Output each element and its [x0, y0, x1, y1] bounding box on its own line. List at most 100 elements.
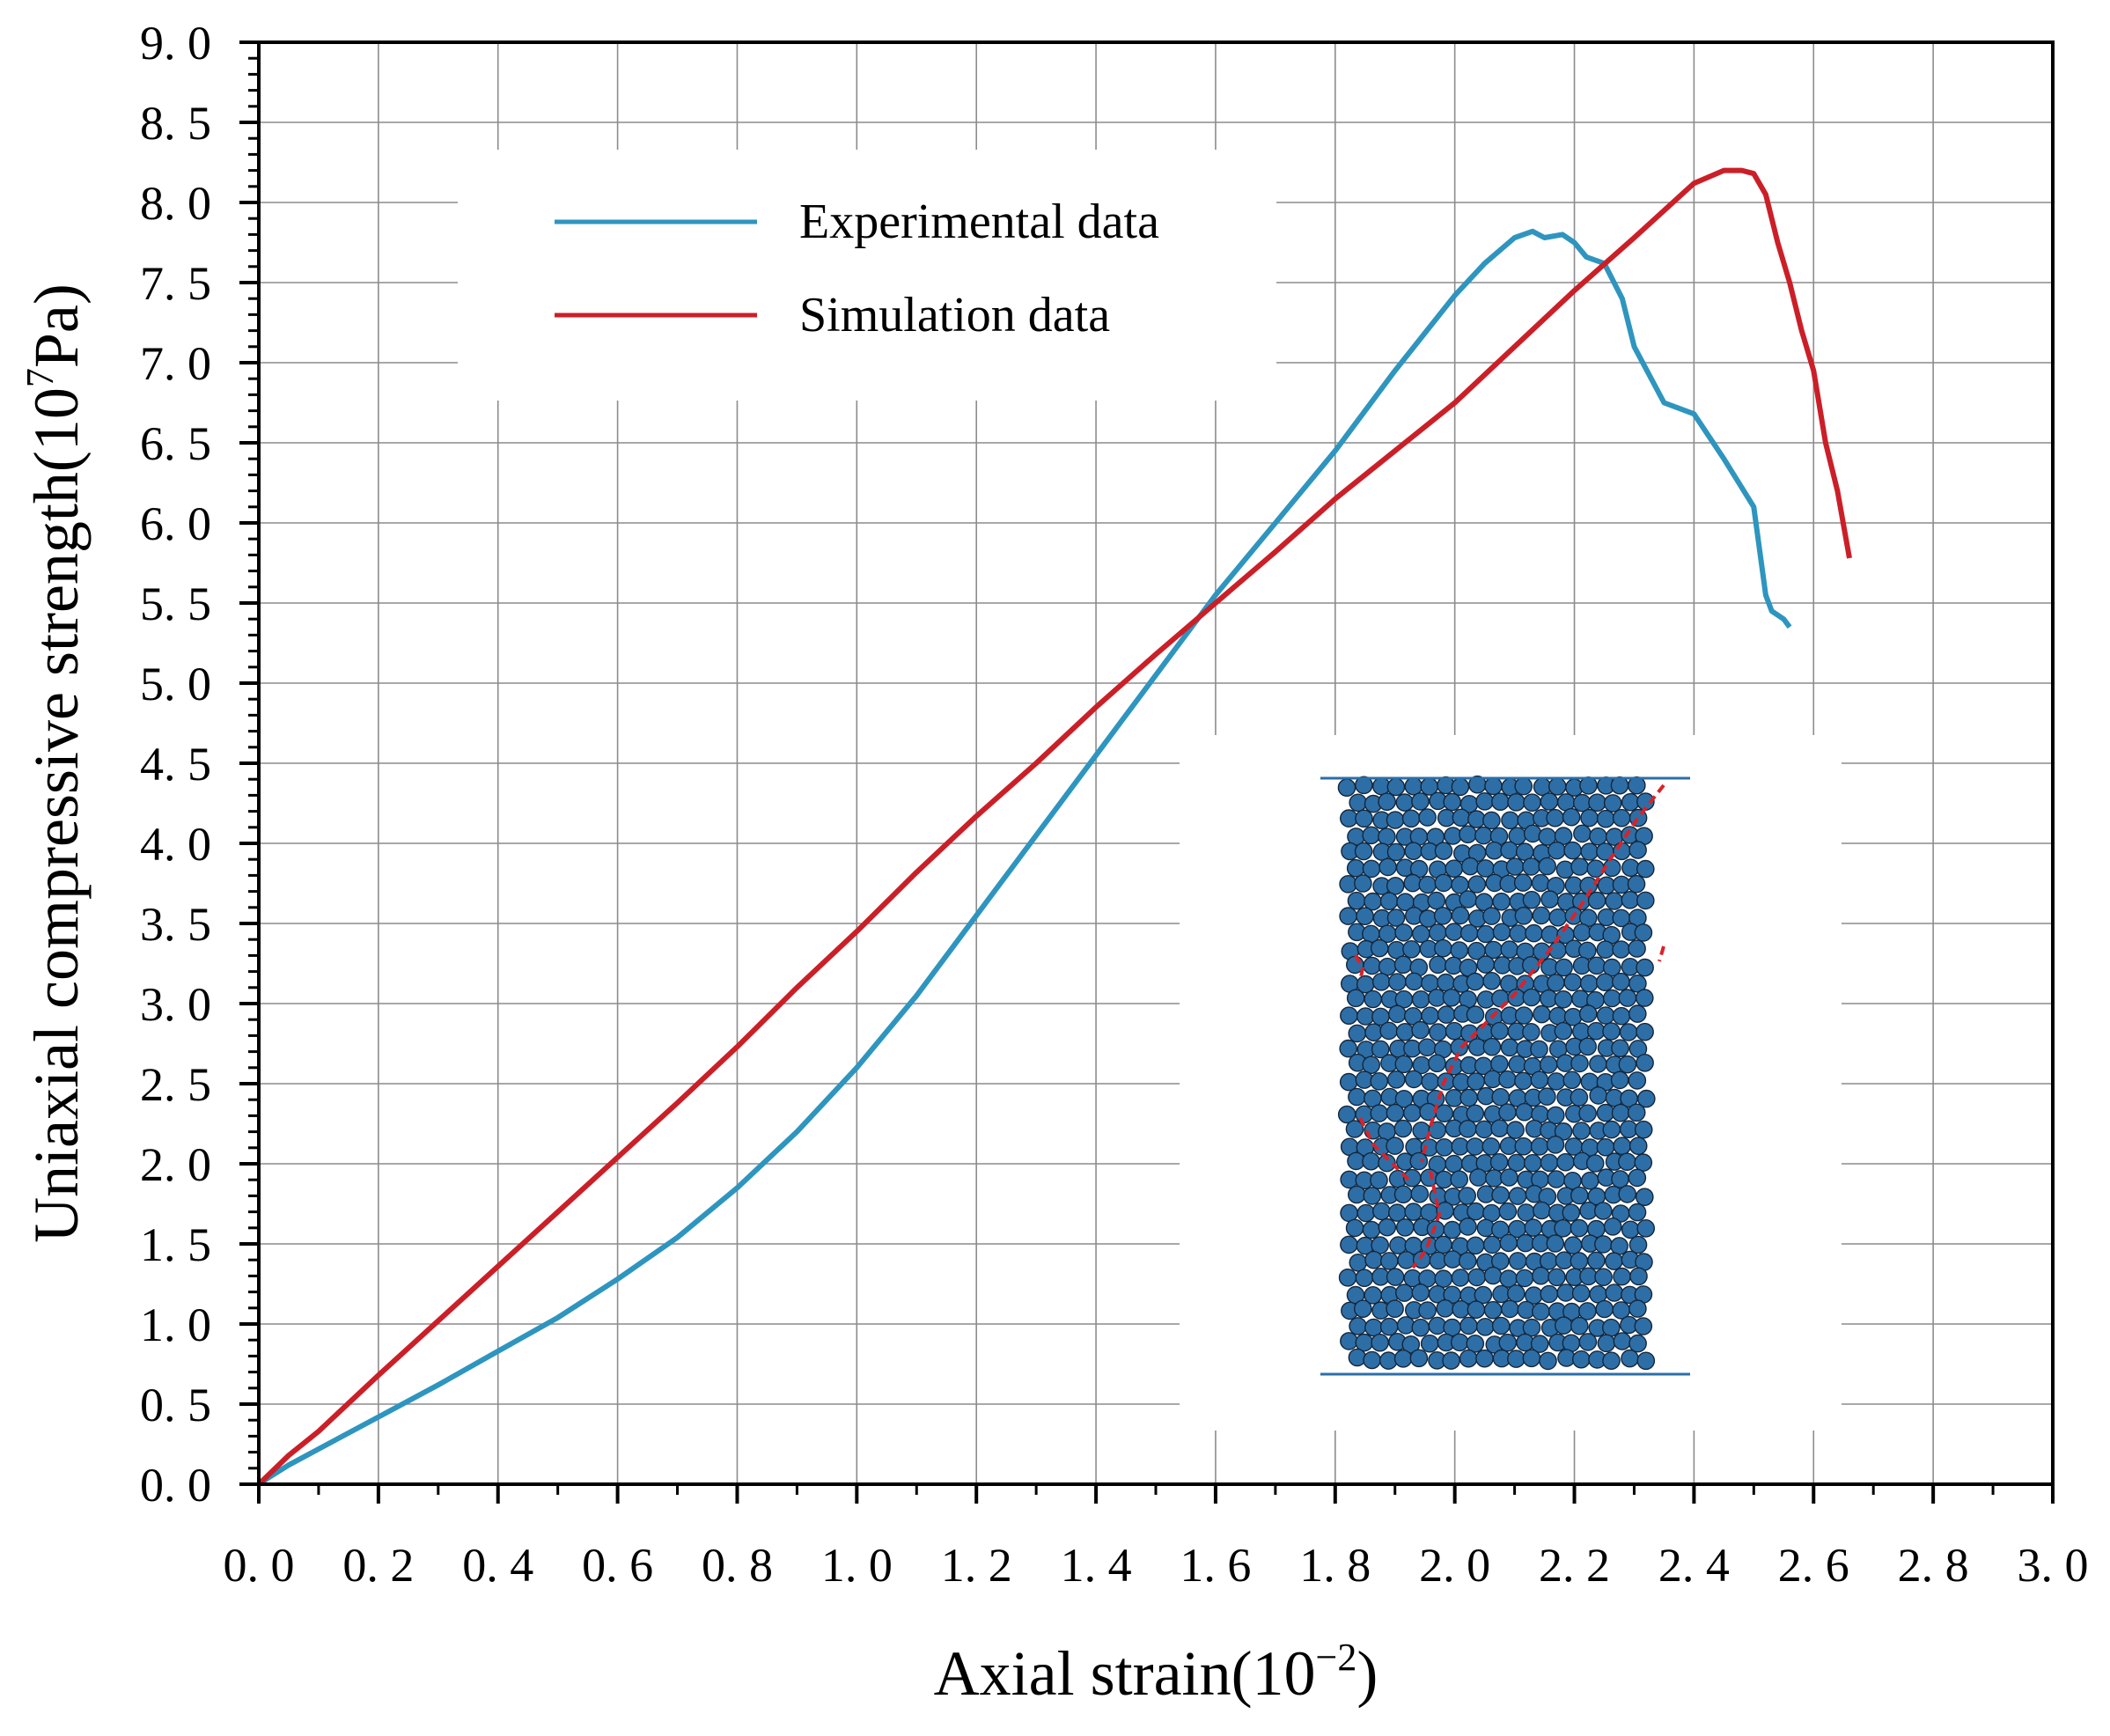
inset-particle [1594, 1235, 1613, 1254]
inset-particle [1411, 1318, 1430, 1337]
inset-particle [1612, 1006, 1631, 1026]
inset-particle [1579, 1267, 1598, 1286]
inset-particle [1628, 1299, 1647, 1318]
inset-particle [1570, 1088, 1589, 1107]
inset-particle [1434, 938, 1452, 958]
inset-particle [1523, 793, 1541, 813]
inset-particles [1337, 775, 1656, 1371]
inset-particle [1451, 777, 1470, 797]
inset-particle [1418, 875, 1437, 894]
inset-particle [1628, 1168, 1647, 1188]
inset-particle [1532, 906, 1551, 925]
x-tick-label: 1. 8 [1299, 1539, 1371, 1592]
inset-particle [1445, 1154, 1463, 1173]
inset-particle [1618, 1152, 1636, 1171]
inset-particle [1395, 1284, 1414, 1302]
inset-particle [1589, 1086, 1607, 1105]
inset-particle [1573, 793, 1592, 813]
inset-particle [1370, 1072, 1388, 1091]
inset-particle [1388, 1004, 1407, 1024]
inset-particle [1587, 891, 1606, 910]
inset-particle [1412, 924, 1430, 944]
inset-particle [1459, 1349, 1478, 1368]
inset-particle [1482, 972, 1501, 990]
inset-particle [1629, 1267, 1648, 1286]
inset-particle [1466, 972, 1485, 991]
inset-particle [1362, 1220, 1381, 1239]
inset-particle [1578, 1104, 1597, 1122]
inset-particle [1451, 1269, 1470, 1287]
inset-particle [1556, 1284, 1576, 1302]
inset-particle [1386, 811, 1405, 829]
inset-specimen-image [1180, 735, 1842, 1431]
inset-particle [1466, 1137, 1484, 1156]
inset-particle [1386, 1268, 1405, 1286]
inset-particle [1562, 807, 1581, 827]
inset-particle [1349, 1254, 1368, 1272]
inset-particle [1563, 1236, 1583, 1254]
inset-particle [1514, 907, 1533, 925]
inset-particle [1349, 793, 1367, 813]
inset-particle [1586, 859, 1606, 879]
x-tick-label: 2. 6 [1778, 1539, 1849, 1592]
inset-particle [1530, 1040, 1548, 1059]
inset-particle [1530, 1070, 1549, 1089]
x-tick-label: 0. 2 [342, 1539, 414, 1592]
series-simulation-line [259, 167, 1852, 1484]
inset-particle [1499, 1233, 1518, 1253]
inset-particle [1348, 1087, 1366, 1107]
inset-particle [1547, 1106, 1565, 1125]
inset-particle [1364, 1318, 1383, 1337]
inset-particle [1467, 875, 1487, 894]
inset-particle [1554, 1219, 1572, 1238]
inset-particle [1498, 1103, 1517, 1122]
inset-particle [1508, 1252, 1527, 1270]
inset-particle [1555, 1316, 1573, 1335]
inset-particle [1475, 1318, 1495, 1336]
inset-particle [1386, 908, 1406, 927]
inset-particle [1571, 1284, 1591, 1303]
y-tick-label: 5. 5 [140, 577, 211, 630]
inset-particle [1596, 1103, 1615, 1122]
inset-particle [1420, 1334, 1439, 1353]
inset-particle [1628, 975, 1647, 993]
inset-particle [1513, 873, 1533, 892]
inset-particle [1411, 1284, 1430, 1302]
inset-particle [1459, 1088, 1478, 1107]
inset-particle [1587, 1021, 1606, 1041]
inset-particle [1562, 1203, 1581, 1222]
inset-particle [1628, 841, 1647, 859]
inset-particle [1554, 1122, 1573, 1141]
inset-particle [1347, 891, 1366, 910]
inset-particle [1437, 1005, 1456, 1024]
inset-particle [1459, 1316, 1478, 1335]
inset-particle [1610, 1070, 1629, 1090]
inset-particle [1516, 1233, 1535, 1253]
inset-particle [1562, 1070, 1582, 1090]
inset-particle [1578, 1333, 1598, 1351]
inset-particle [1394, 1055, 1414, 1074]
inset-particle [1570, 1186, 1589, 1205]
inset-particle [1508, 1187, 1527, 1205]
legend: Experimental data Simulation data [555, 195, 1159, 342]
inset-particle [1500, 1038, 1519, 1057]
inset-particle [1386, 1299, 1404, 1318]
inset-particle [1508, 1055, 1527, 1074]
inset-particle [1348, 1185, 1366, 1204]
inset-particle [1459, 923, 1479, 943]
inset-particle [1459, 1217, 1477, 1236]
inset-particle [1501, 811, 1519, 830]
inset-particle [1538, 857, 1556, 876]
y-tick-label: 0. 0 [140, 1459, 211, 1512]
inset-particle [1442, 1351, 1460, 1370]
inset-particle [1611, 1103, 1630, 1122]
inset-particle [1588, 793, 1606, 813]
inset-particle [1546, 808, 1564, 828]
x-tick-label: 0. 8 [702, 1539, 773, 1592]
inset-particle [1395, 793, 1415, 812]
inset-particle [1618, 1055, 1637, 1074]
inset-particle [1379, 892, 1399, 911]
inset-particle [1538, 1087, 1556, 1106]
inset-particle [1421, 1006, 1439, 1025]
